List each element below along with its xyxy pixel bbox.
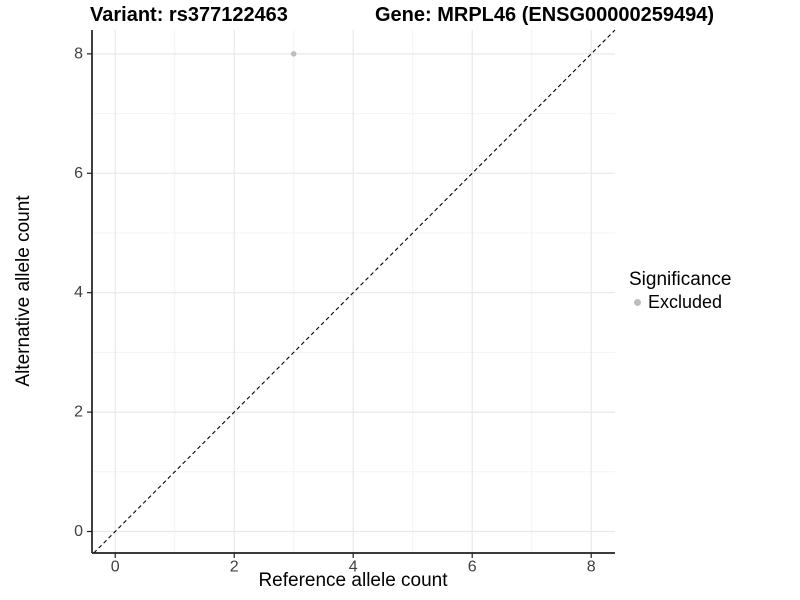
legend-title: Significance	[629, 269, 732, 290]
y-tick-label: 0	[74, 523, 83, 540]
legend-item-label: Excluded	[648, 292, 723, 312]
y-tick-label: 4	[74, 284, 83, 301]
y-tick-label: 8	[74, 45, 83, 62]
x-tick-label: 6	[468, 558, 477, 575]
identity-dashed-line	[93, 29, 616, 554]
legend-key	[629, 294, 646, 311]
x-axis-title: Reference allele count	[258, 570, 448, 591]
legend-item-excluded: Excluded	[629, 292, 731, 313]
x-tick-label: 0	[111, 558, 120, 575]
x-tick-label: 8	[587, 558, 596, 575]
legend-point-swatch	[634, 299, 641, 306]
variant-title: Variant: rs377122463	[90, 4, 288, 26]
y-axis-title: Alternative allele count	[13, 195, 34, 387]
x-tick-label: 2	[230, 558, 239, 575]
y-tick-label: 6	[74, 165, 83, 182]
x-tick-label: 4	[349, 558, 358, 575]
gene-title: Gene: MRPL46 (ENSG00000259494)	[375, 4, 715, 26]
y-tick-label: 2	[74, 404, 83, 421]
legend: Significance Excluded	[629, 269, 731, 313]
data-point-excluded	[290, 51, 297, 57]
